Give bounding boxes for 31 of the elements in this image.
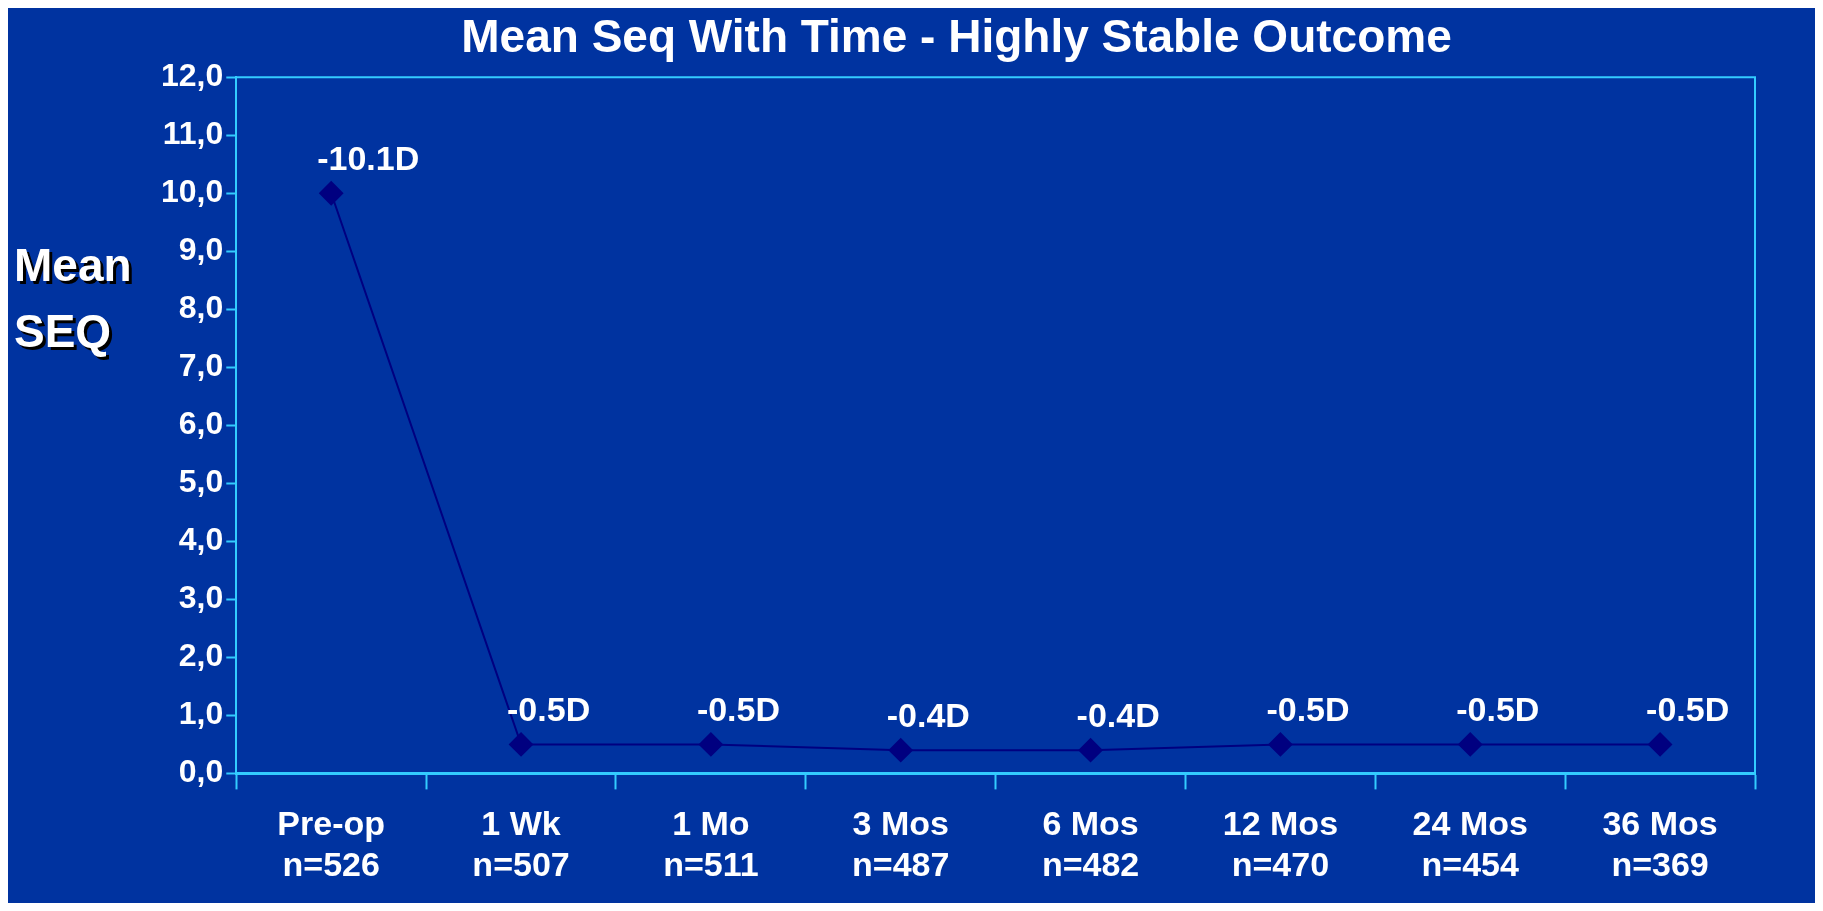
y-tick-label: 3,0 <box>178 579 224 616</box>
annotation: -0.5D <box>696 689 781 728</box>
annotation: -0.5D <box>1266 689 1350 728</box>
annotation: -0.5D <box>1456 689 1540 728</box>
y-tick-label: 7,0 <box>178 347 224 384</box>
chart-title: Mean Seq With Time - Highly Stable Outcome <box>461 10 1452 63</box>
y-tick-label: 4,0 <box>178 521 224 558</box>
y-tick-label: 0,0 <box>178 753 224 790</box>
annotation: -0.4D <box>1076 695 1160 734</box>
x-tick-label: Pre-op n=526 <box>277 804 386 883</box>
y-axis-title: Mean SEQ <box>14 239 132 361</box>
annotation: -0.4D <box>886 695 970 734</box>
y-tick-label: 11,0 <box>162 115 224 152</box>
y-tick-label: 9,0 <box>178 231 224 268</box>
y-tick-label: 5,0 <box>178 463 224 500</box>
x-tick-label: 6 Mos n=482 <box>1041 804 1140 883</box>
x-tick-label: 3 Mos n=487 <box>852 804 950 883</box>
x-tick-label: 24 Mos n=454 <box>1412 804 1528 883</box>
y-tick-label: 2,0 <box>178 637 224 674</box>
y-tick-label: 8,0 <box>178 289 224 326</box>
y-tick-label: 1,0 <box>178 695 224 732</box>
y-tick-label: 6,0 <box>178 405 224 442</box>
x-tick-label: 1 Mo n=511 <box>663 804 759 883</box>
x-tick-label: 36 Mos n=369 <box>1602 804 1718 883</box>
annotation: -0.5D <box>1646 689 1730 728</box>
annotation: -0.5D <box>507 689 591 728</box>
y-tick-label: 10,0 <box>161 173 224 210</box>
x-tick-label: 1 Wk n=507 <box>472 804 570 883</box>
annotation: -10.1D <box>317 138 420 177</box>
y-tick-label: 12,0 <box>161 57 224 94</box>
x-tick-label: 12 Mos n=470 <box>1222 804 1339 883</box>
